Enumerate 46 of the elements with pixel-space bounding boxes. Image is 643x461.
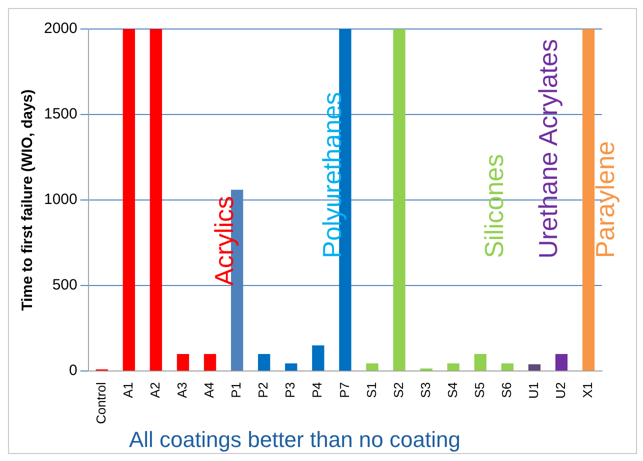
y-tick-label: 2000 bbox=[44, 20, 78, 38]
annotation: Paraylene bbox=[590, 141, 620, 258]
annotation: Polyurethanes bbox=[316, 92, 347, 258]
x-tick-label: S5 bbox=[472, 382, 487, 398]
annotation: Urethane Acrylates bbox=[532, 38, 563, 258]
bar bbox=[176, 354, 190, 371]
x-tick-label: U2 bbox=[553, 382, 568, 399]
bar bbox=[501, 363, 514, 371]
bar bbox=[555, 354, 568, 371]
bar bbox=[312, 345, 324, 371]
x-tick-label: P3 bbox=[282, 382, 298, 398]
x-tick-label: Control bbox=[93, 382, 108, 424]
y-tick-label: 1000 bbox=[44, 191, 78, 208]
x-tick-label: P1 bbox=[228, 382, 244, 398]
bar bbox=[474, 354, 486, 371]
text: All coatings better than no coating bbox=[128, 427, 462, 453]
bar bbox=[150, 29, 162, 371]
x-tick-label: S4 bbox=[444, 382, 460, 398]
x-tick-label: S1 bbox=[364, 382, 379, 398]
x-tick-label: X1 bbox=[580, 382, 596, 398]
annotation: Acrylics bbox=[208, 196, 239, 286]
x-tick-label: U1 bbox=[526, 382, 541, 399]
y-tick-label: 500 bbox=[52, 276, 78, 294]
bar bbox=[528, 364, 540, 371]
x-tick-label: P4 bbox=[310, 382, 325, 398]
bar bbox=[582, 29, 595, 371]
annotation: Silicones bbox=[478, 154, 509, 258]
bar bbox=[393, 29, 406, 371]
bar bbox=[258, 354, 270, 371]
x-tick-label: P7 bbox=[336, 382, 352, 398]
bar bbox=[447, 363, 460, 371]
bar bbox=[122, 29, 135, 371]
x-tick-label: P2 bbox=[256, 382, 271, 398]
bar bbox=[285, 363, 298, 371]
x-tick-label: S3 bbox=[418, 382, 433, 398]
x-tick-label: S2 bbox=[390, 382, 406, 398]
x-tick-label: A1 bbox=[120, 382, 136, 398]
y-axis-title: Time to first failure (WIO, days) bbox=[19, 89, 36, 311]
x-tick-label: A3 bbox=[174, 382, 190, 398]
bar bbox=[366, 363, 378, 371]
y-tick-label: 1500 bbox=[44, 106, 78, 123]
x-tick-label: S6 bbox=[498, 382, 514, 398]
x-tick-label: A2 bbox=[148, 382, 163, 398]
y-tick-label: 0 bbox=[69, 362, 78, 380]
bar bbox=[204, 354, 216, 371]
x-tick-label: A4 bbox=[202, 382, 217, 398]
